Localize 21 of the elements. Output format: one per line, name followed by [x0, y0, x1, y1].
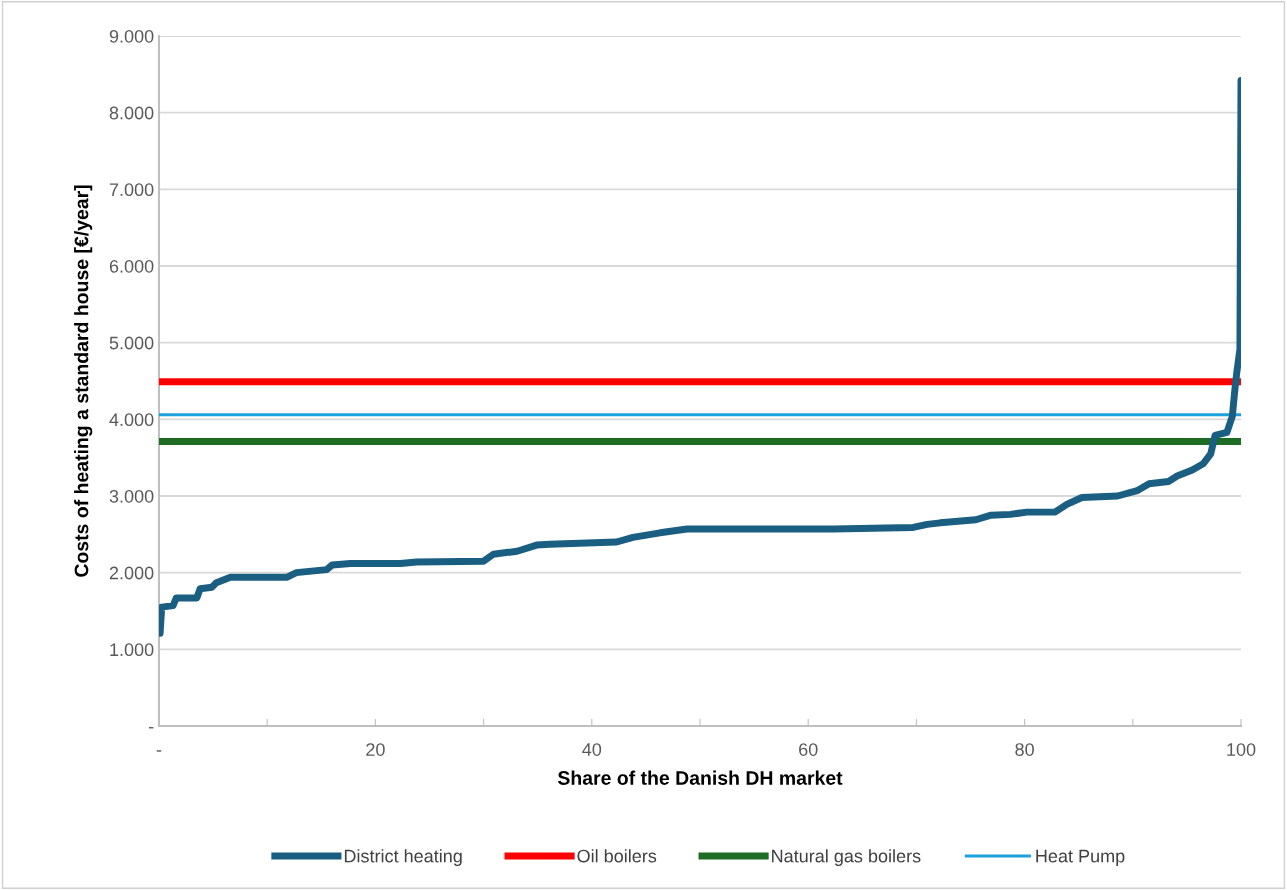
y-axis-title: Costs of heating a standard house [€/year]	[74, 185, 93, 577]
x-axis-title: Share of the Danish DH market	[557, 770, 843, 785]
y-tick-label: 7.000	[109, 183, 154, 197]
y-tick-label: 8.000	[109, 106, 154, 120]
x-tick-label: 40	[582, 743, 602, 756]
x-tick-label: 80	[1015, 743, 1034, 756]
x-tick-label: 100	[1227, 743, 1256, 756]
y-tick-label: -	[148, 727, 154, 729]
y-tick-label: 3.000	[109, 489, 154, 503]
y-tick-label: 5.000	[109, 336, 154, 350]
y-tick-label: 2.000	[109, 566, 154, 580]
y-tick-label: 9.000	[109, 29, 154, 43]
x-tick-label: 20	[366, 743, 385, 756]
legend-label: District heating	[344, 849, 462, 867]
y-tick-label: 1.000	[110, 643, 154, 657]
legend-label: Natural gas boilers	[772, 849, 921, 867]
y-tick-label: 4.000	[109, 413, 154, 427]
legend-label: Heat Pump	[1036, 849, 1125, 867]
x-tick-label: 60	[799, 743, 818, 756]
legend-label: Oil boilers	[577, 849, 657, 863]
y-tick-label: 6.000	[109, 259, 154, 273]
